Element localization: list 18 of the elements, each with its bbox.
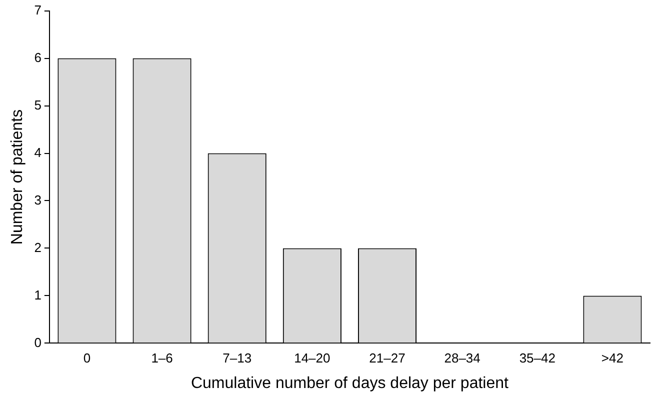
y-tick-label: 0 (34, 334, 42, 350)
y-tick-label: 4 (34, 144, 42, 160)
x-axis-title: Cumulative number of days delay per patient (190, 374, 510, 392)
y-tick-label: 6 (34, 50, 42, 65)
y-tick-label: 2 (34, 240, 42, 255)
y-tick-label: 1 (34, 287, 42, 302)
x-tick-label: 21–27 (369, 350, 406, 366)
y-tick-label: 7 (34, 2, 42, 18)
y-axis-title: Number of patients (9, 109, 26, 245)
x-tick-label: >42 (601, 350, 624, 366)
x-tick-label: 14–20 (294, 350, 330, 366)
y-tick-label: 3 (34, 192, 42, 208)
y-tick-label: 5 (34, 97, 42, 112)
x-tick-label: 28–34 (444, 350, 480, 366)
x-tick-label: 35–42 (519, 350, 556, 366)
x-tick-label: 7–13 (222, 350, 252, 366)
x-tick-label: 0 (83, 350, 91, 366)
x-tick-label: 1–6 (151, 350, 173, 366)
